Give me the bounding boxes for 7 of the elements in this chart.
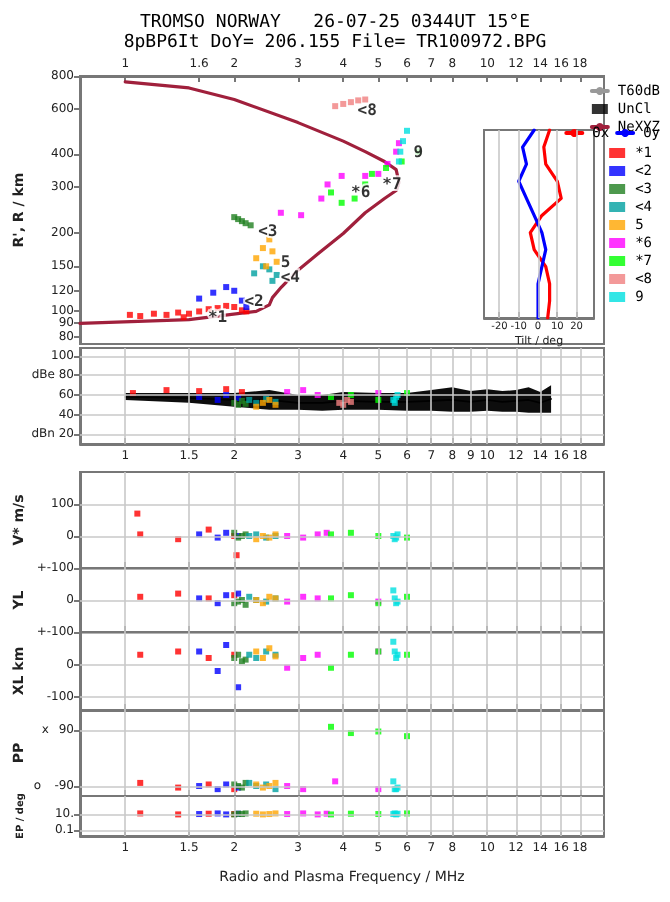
annotation: *6: [351, 183, 371, 202]
chart-title: TROMSO NORWAY 26-07-25 0344UT 15°E: [139, 13, 531, 33]
annotation: 5: [280, 252, 291, 271]
chart-subtitle: 8pBP6It DoY= 206.155 File= TR100972.BPG: [123, 33, 547, 53]
annotation: <2: [244, 291, 265, 310]
annotation: <8: [357, 101, 378, 120]
annotation: <3: [258, 222, 278, 241]
